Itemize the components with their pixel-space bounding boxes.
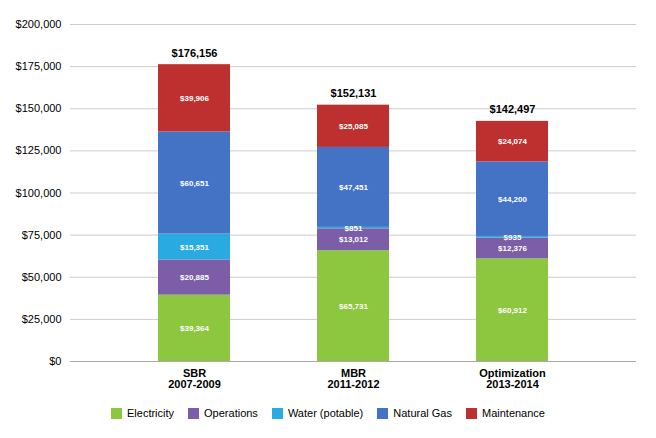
svg-text:$60,912: $60,912: [498, 306, 527, 315]
svg-text:$44,200: $44,200: [498, 195, 527, 204]
html-text:Natural Gas: Natural Gas: [393, 407, 452, 419]
svg-text:$75,000: $75,000: [22, 229, 62, 241]
svg-text:$39,906: $39,906: [180, 94, 209, 103]
svg-text:Optimization2013-2014: Optimization2013-2014: [479, 367, 546, 390]
svg-text:$935: $935: [504, 233, 522, 242]
html-text:Electricity: Electricity: [127, 407, 175, 419]
svg-text:SBR2007-2009: SBR2007-2009: [168, 367, 221, 390]
svg-text:$39,364: $39,364: [180, 324, 209, 333]
svg-text:$47,451: $47,451: [339, 183, 368, 192]
svg-text:$13,012: $13,012: [339, 235, 368, 244]
svg-text:$12,376: $12,376: [498, 244, 527, 253]
svg-text:$100,000: $100,000: [16, 187, 62, 199]
svg-text:$176,156: $176,156: [172, 47, 218, 59]
svg-text:MBR2011-2012: MBR2011-2012: [328, 367, 380, 390]
svg-text:$200,000: $200,000: [16, 18, 62, 30]
svg-text:$65,731: $65,731: [339, 302, 368, 311]
html-text:Maintenance: Maintenance: [482, 407, 545, 419]
svg-text:$125,000: $125,000: [16, 144, 62, 156]
html-text:Water (potable): Water (potable): [287, 407, 364, 419]
svg-text:$50,000: $50,000: [22, 271, 62, 283]
svg-text:$152,131: $152,131: [331, 87, 377, 99]
html-text:Operations: Operations: [204, 407, 258, 419]
svg-text:$20,885: $20,885: [180, 273, 209, 282]
svg-text:$24,074: $24,074: [498, 137, 527, 146]
svg-text:$150,000: $150,000: [16, 102, 62, 114]
svg-text:$175,000: $175,000: [16, 60, 62, 72]
svg-text:$60,651: $60,651: [180, 179, 209, 188]
svg-text:$142,497: $142,497: [490, 103, 536, 115]
svg-text:$25,000: $25,000: [22, 313, 62, 325]
svg-text:$25,085: $25,085: [339, 122, 368, 131]
svg-text:$851: $851: [345, 224, 363, 233]
svg-text:$15,351: $15,351: [180, 243, 209, 252]
svg-text:$0: $0: [49, 355, 61, 367]
